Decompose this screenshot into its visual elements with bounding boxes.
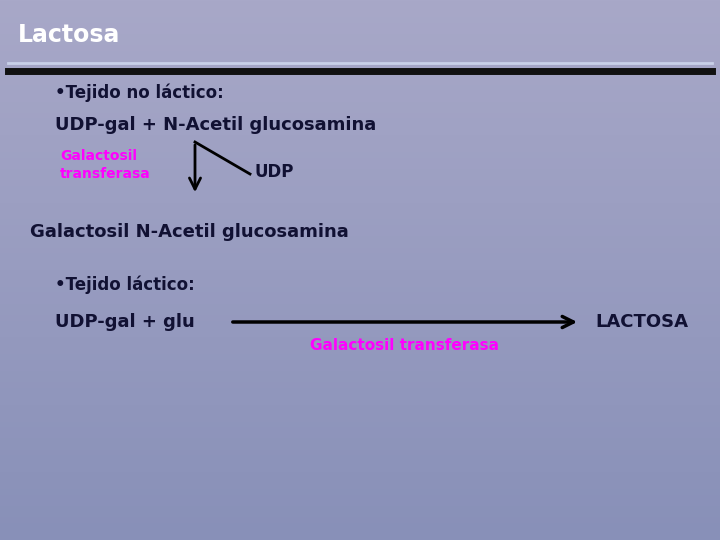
Text: LACTOSA: LACTOSA: [595, 313, 688, 331]
Text: •Tejido láctico:: •Tejido láctico:: [55, 276, 194, 294]
Text: UDP-gal + glu: UDP-gal + glu: [55, 313, 194, 331]
Text: •Tejido no láctico:: •Tejido no láctico:: [55, 84, 224, 102]
Text: UDP: UDP: [255, 163, 294, 181]
Text: Galactosil
transferasa: Galactosil transferasa: [60, 149, 150, 181]
Text: Galactosil N-Acetil glucosamina: Galactosil N-Acetil glucosamina: [30, 223, 348, 241]
Text: Lactosa: Lactosa: [18, 23, 120, 47]
Text: UDP-gal + N-Acetil glucosamina: UDP-gal + N-Acetil glucosamina: [55, 116, 377, 134]
Text: Galactosil transferasa: Galactosil transferasa: [310, 338, 500, 353]
